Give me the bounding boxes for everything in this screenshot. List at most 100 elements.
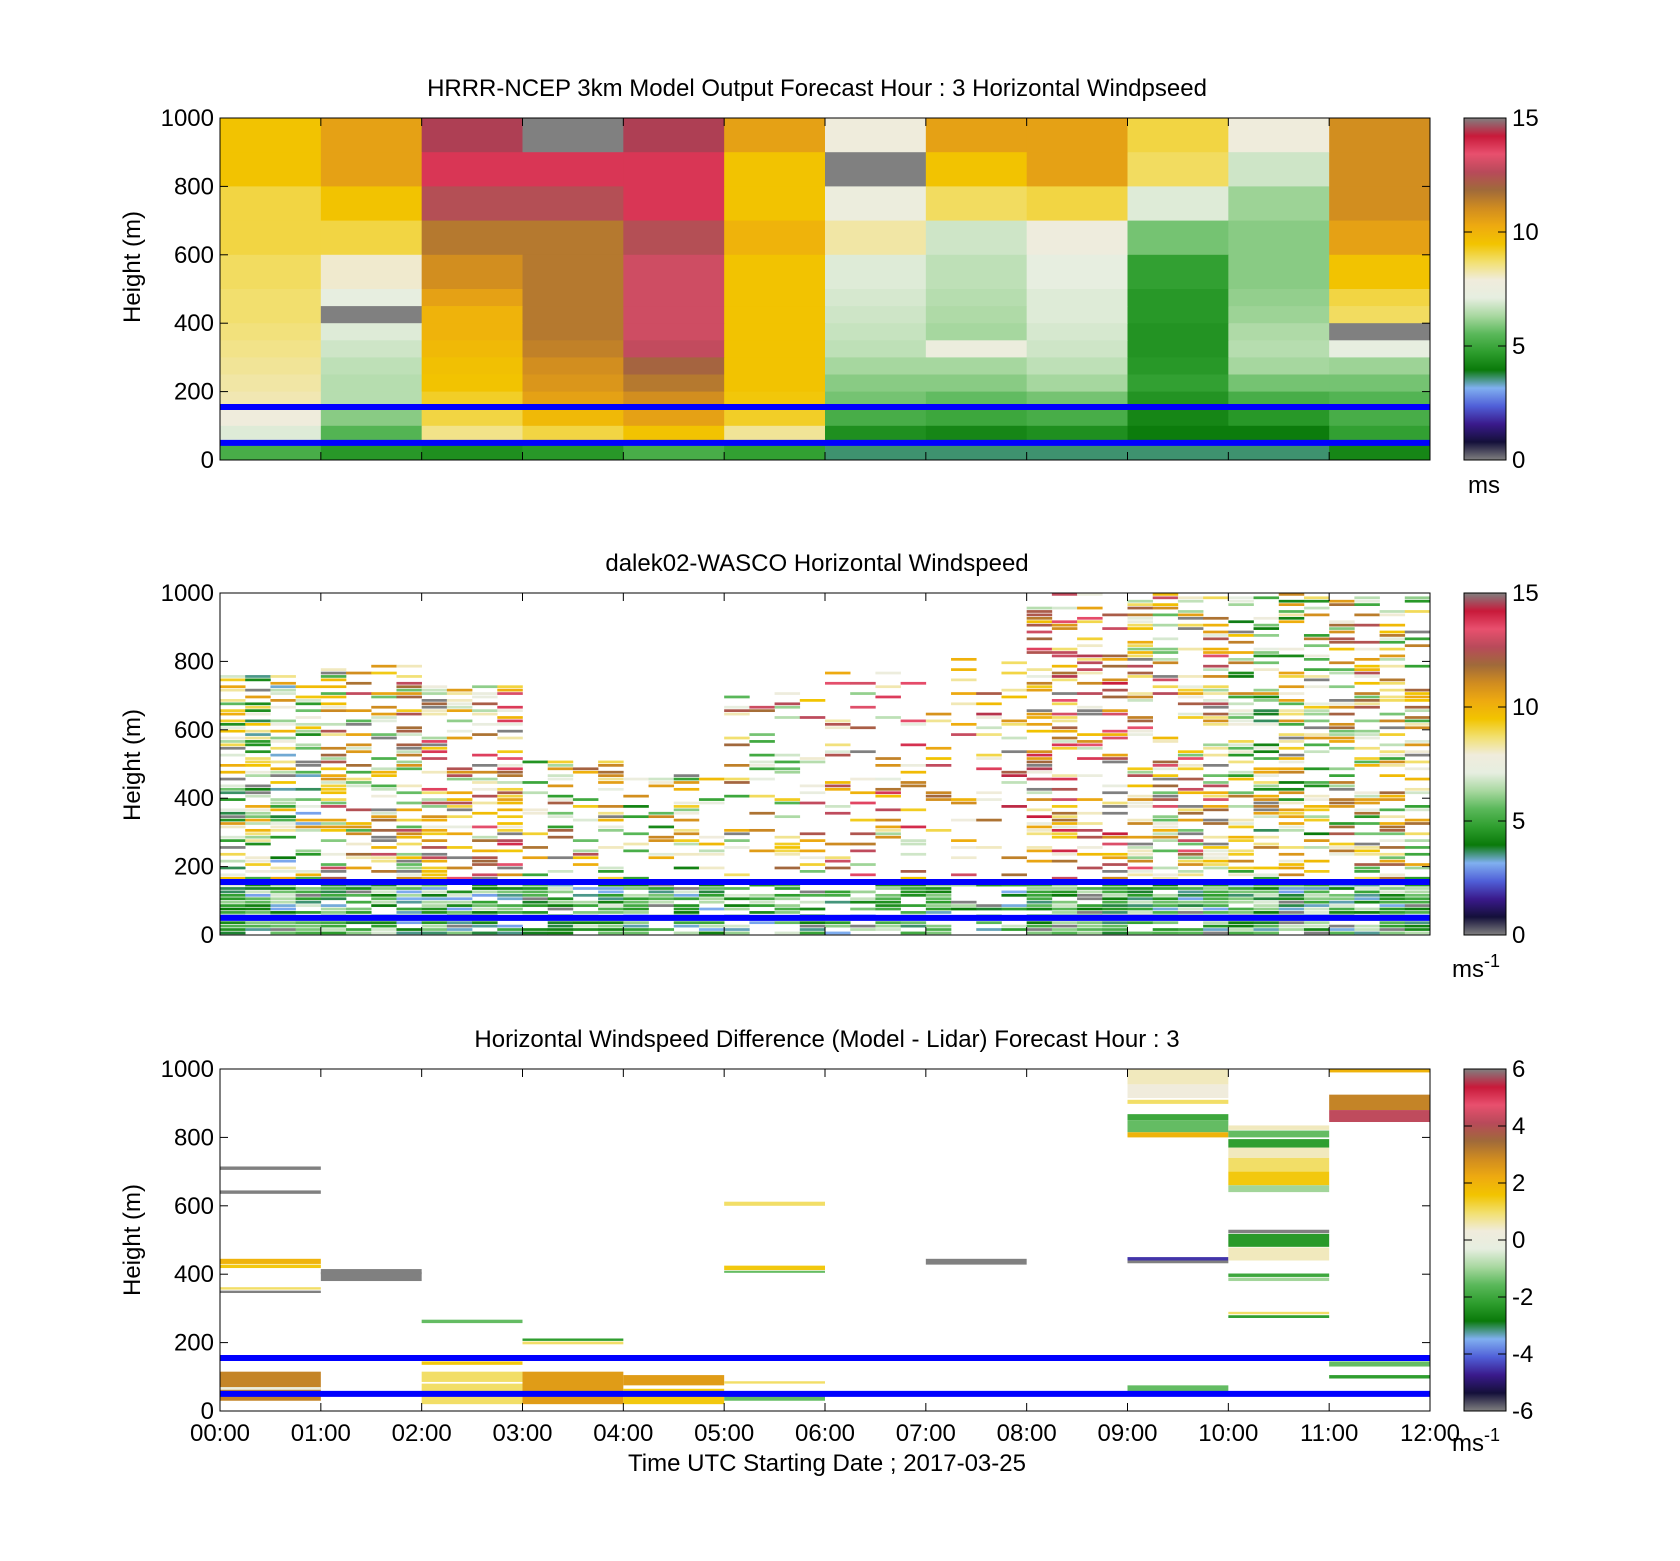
heatmap-cell [1026,118,1128,153]
heatmap-cell [320,289,423,307]
lidar-cell [698,921,725,925]
x-tick-label: 02:00 [392,1420,452,1447]
lidar-cell [421,815,448,819]
lidar-cell [875,897,901,901]
lidar-cell [522,887,549,890]
lidar-cell [245,835,271,839]
heatmap-cell [1127,357,1229,375]
lidar-cell [1203,675,1229,678]
lidar-cell [446,770,473,774]
lidar-cell [1278,883,1305,887]
lidar-cell [673,818,700,822]
lidar-cell [1278,887,1305,890]
lidar-cell [1329,630,1355,634]
lidar-cell [900,781,927,784]
lidar-cell [1077,924,1103,928]
lidar-cell [1278,770,1305,774]
lidar-cell [270,770,296,774]
lidar-cell [295,774,322,777]
lidar-cell [1001,890,1027,894]
lidar-cell [900,893,927,897]
lidar-cell [648,893,675,897]
lidar-cell [1253,904,1280,907]
lidar-cell [572,904,599,907]
lidar-cell [1026,907,1053,911]
lidar-cell [245,678,271,682]
lidar-cell [1102,712,1128,716]
lidar-cell [1253,647,1280,651]
lidar-cell [1278,791,1305,795]
lidar-cell [900,887,927,890]
lidar-cell [1354,599,1380,603]
lidar-cell [1026,787,1053,791]
lidar-cell [547,794,574,798]
lidar-cell [1152,736,1179,740]
lidar-cell [850,705,876,709]
lidar-cell [1278,890,1305,894]
heatmap-cell [1329,442,1431,461]
lidar-cell [320,863,347,866]
lidar-cell [396,911,422,914]
lidar-cell [572,893,599,897]
difference-segment [724,1265,825,1271]
lidar-cell [1051,716,1078,719]
lidar-cell [1026,859,1053,863]
lidar-cell [1203,722,1229,726]
y-tick-label: 1000 [161,1056,214,1083]
lidar-cell [1253,893,1280,897]
lidar-cell [1404,805,1431,808]
heatmap-cell [320,357,423,375]
lidar-cell [1051,815,1078,819]
difference-segment [220,1258,321,1264]
heatmap-cell [1228,425,1330,444]
lidar-cell [698,887,725,890]
lidar-cell [1051,811,1078,815]
lidar-cell [1379,664,1406,668]
lidar-cell [749,911,775,914]
lidar-cell [295,685,322,689]
lidar-cell [774,835,801,839]
lidar-cell [673,811,700,815]
lidar-cell [446,815,473,819]
lidar-cell [346,893,372,897]
lidar-cell [1253,722,1280,726]
lidar-cell [1051,746,1078,750]
lidar-cell [245,695,271,699]
lidar-cell [673,907,700,911]
lidar-cell [1102,832,1128,836]
lidar-cell [547,815,574,819]
heatmap-cell [724,323,826,341]
lidar-cell [446,729,473,733]
lidar-cell [446,791,473,795]
lidar-cell [396,887,422,890]
lidar-cell [1026,815,1053,819]
lidar-cell [1253,811,1280,815]
heatmap-cell [1228,374,1330,393]
lidar-cell [1329,924,1355,928]
heatmap-cell [320,340,423,358]
heatmap-cell [220,374,322,393]
lidar-cell [446,774,473,777]
lidar-cell [1253,688,1280,692]
lidar-cell [1152,900,1179,904]
lidar-cell [1379,873,1406,877]
lidar-cell [825,784,851,788]
lidar-cell [421,699,448,702]
lidar-cell [346,784,372,788]
x-tick-label: 12:00 [1400,1420,1460,1447]
lidar-cell [850,726,876,730]
lidar-cell [1026,651,1053,654]
lidar-cell [799,757,826,760]
lidar-cell [346,671,372,675]
lidar-cell [1253,842,1280,846]
lidar-cell [1152,835,1179,839]
heatmap-cell [623,340,725,358]
lidar-cell [1278,897,1305,901]
lidar-cell [1354,596,1380,600]
lidar-cell [371,705,397,709]
lidar-cell [245,774,271,777]
lidar-cell [799,900,826,904]
lidar-cell [1152,887,1179,890]
lidar-cell [1228,750,1254,754]
